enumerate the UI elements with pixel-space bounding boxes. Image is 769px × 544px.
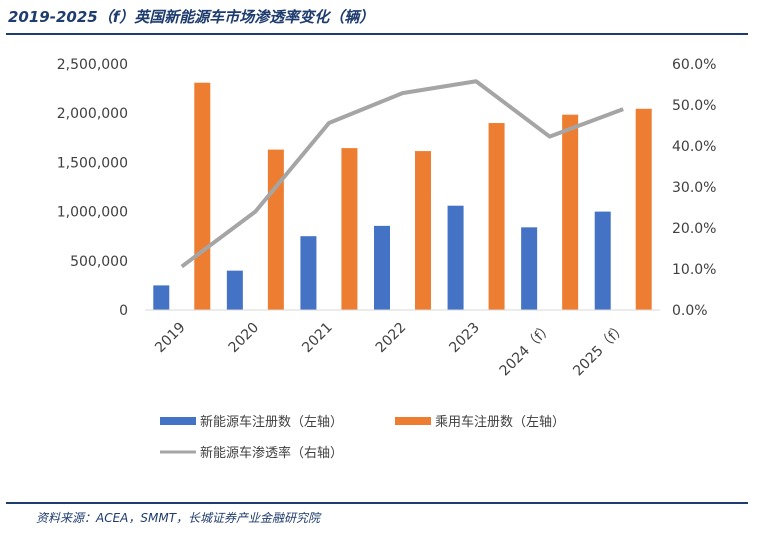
bar-nev-registrations xyxy=(226,270,243,310)
right-tick-label: 0.0% xyxy=(672,303,708,319)
title-divider xyxy=(6,33,748,35)
penetration-line xyxy=(180,79,624,269)
right-axis: 0.0% 10.0% 20.0% 30.0% 40.0% 50.0% 60.0% xyxy=(672,57,716,319)
x-tick-label: 2022 xyxy=(373,320,410,357)
bar-passenger-registrations xyxy=(194,82,211,310)
line-series xyxy=(180,79,624,269)
legend-label-passenger: 乘用车注册数（左轴） xyxy=(435,414,565,430)
right-tick-label: 20.0% xyxy=(672,221,716,237)
bar-passenger-registrations xyxy=(267,149,284,310)
x-tick-label: 2024（f） xyxy=(497,320,557,380)
bar-passenger-registrations xyxy=(562,114,579,311)
x-tick-label: 2025（f） xyxy=(570,320,630,380)
x-tick-label: 2019 xyxy=(152,320,189,357)
chart: 0 500,000 1,000,000 1,500,000 2,000,000 2,500… xyxy=(57,57,717,461)
left-tick-label: 2,000,000 xyxy=(57,106,128,122)
x-tick-label: 2021 xyxy=(299,320,336,357)
bar-nev-registrations xyxy=(300,236,317,310)
bar-passenger-registrations xyxy=(341,148,358,310)
bar-passenger-registrations xyxy=(415,151,431,310)
right-tick-label: 50.0% xyxy=(672,98,716,114)
footer-divider xyxy=(6,502,748,504)
bars xyxy=(153,82,652,311)
left-tick-label: 2,500,000 xyxy=(57,57,128,73)
right-tick-label: 30.0% xyxy=(672,180,716,196)
right-tick-label: 60.0% xyxy=(672,57,716,73)
left-tick-label: 500,000 xyxy=(70,254,128,270)
legend-label-penetration: 新能源车渗透率（右轴） xyxy=(200,445,343,461)
bar-nev-registrations xyxy=(447,205,464,310)
left-tick-label: 0 xyxy=(119,303,128,319)
right-tick-label: 40.0% xyxy=(672,139,716,155)
bar-passenger-registrations xyxy=(635,108,652,310)
left-tick-label: 1,000,000 xyxy=(57,205,128,221)
source-note: 资料来源：ACEA，SMMT，长城证券产业金融研究院 xyxy=(36,511,321,525)
x-tick-label: 2023 xyxy=(446,320,483,357)
right-tick-label: 10.0% xyxy=(672,262,716,278)
legend-swatch-nev xyxy=(160,417,196,425)
left-tick-label: 1,500,000 xyxy=(57,155,128,171)
legend-swatch-passenger xyxy=(395,417,431,425)
legend-label-nev: 新能源车注册数（左轴） xyxy=(200,414,343,430)
page-title: 2019-2025（f）英国新能源车市场渗透率变化（辆） xyxy=(8,8,375,26)
bar-nev-registrations xyxy=(521,227,538,310)
bar-nev-registrations xyxy=(594,211,611,310)
bar-passenger-registrations xyxy=(488,123,505,310)
bar-nev-registrations xyxy=(374,225,390,310)
bar-nev-registrations xyxy=(153,285,170,310)
x-axis: 2019 2020 2021 2022 2023 2024（f） 2025（f） xyxy=(152,320,630,380)
legend: 新能源车注册数（左轴） 乘用车注册数（左轴） 新能源车渗透率（右轴） xyxy=(160,414,565,461)
x-tick-label: 2020 xyxy=(226,320,263,357)
left-axis: 0 500,000 1,000,000 1,500,000 2,000,000 2,500… xyxy=(57,57,128,319)
